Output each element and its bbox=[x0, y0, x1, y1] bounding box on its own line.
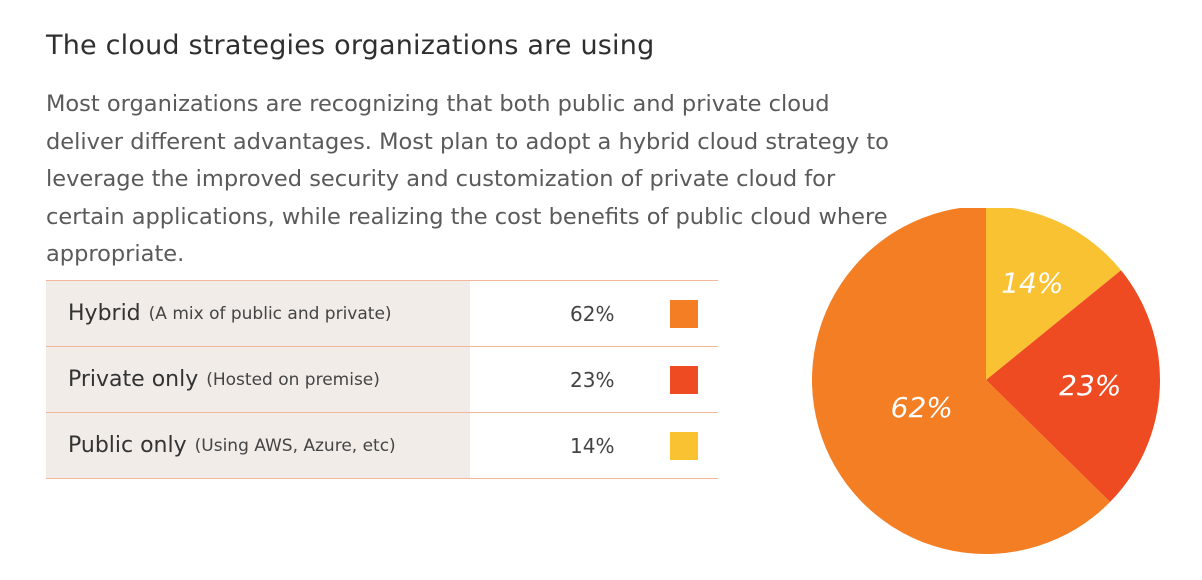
legend-label-cell: Public only (Using AWS, Azure, etc) bbox=[46, 413, 470, 478]
chart-subtitle: Most organizations are recognizing that … bbox=[46, 91, 889, 267]
legend-name: Hybrid bbox=[68, 301, 141, 326]
legend-swatch bbox=[670, 366, 698, 394]
pie-label-public-only: 14% bbox=[1001, 267, 1063, 300]
legend-row-private: Private only (Hosted on premise) 23% bbox=[46, 347, 718, 413]
legend-name: Private only bbox=[68, 367, 199, 392]
pie-slice-private-only bbox=[986, 270, 1160, 503]
legend-label-cell: Private only (Hosted on premise) bbox=[46, 347, 470, 412]
legend-value: 14% bbox=[570, 433, 615, 458]
chart-title: The cloud strategies organizations are u… bbox=[46, 30, 655, 61]
legend-note: (Hosted on premise) bbox=[206, 369, 380, 390]
legend-swatch bbox=[670, 432, 698, 460]
legend-name: Public only bbox=[68, 433, 187, 458]
legend-value: 23% bbox=[570, 367, 615, 392]
legend-note: (A mix of public and private) bbox=[148, 303, 392, 324]
legend-label-cell: Hybrid (A mix of public and private) bbox=[46, 281, 470, 346]
legend-swatch bbox=[670, 300, 698, 328]
legend-row-hybrid: Hybrid (A mix of public and private) 62% bbox=[46, 281, 718, 347]
legend-row-public: Public only (Using AWS, Azure, etc) 14% bbox=[46, 413, 718, 478]
legend-note: (Using AWS, Azure, etc) bbox=[194, 435, 396, 456]
pie-chart: 14% 23% 62% bbox=[812, 208, 1160, 554]
pie-slice-hybrid bbox=[812, 208, 1111, 554]
pie-slice-public-only bbox=[986, 208, 1122, 380]
pie-label-hybrid: 62% bbox=[891, 391, 953, 424]
legend-value: 62% bbox=[570, 301, 615, 326]
pie-label-private-only: 23% bbox=[1059, 369, 1121, 402]
legend-table: Hybrid (A mix of public and private) 62%… bbox=[46, 280, 718, 479]
